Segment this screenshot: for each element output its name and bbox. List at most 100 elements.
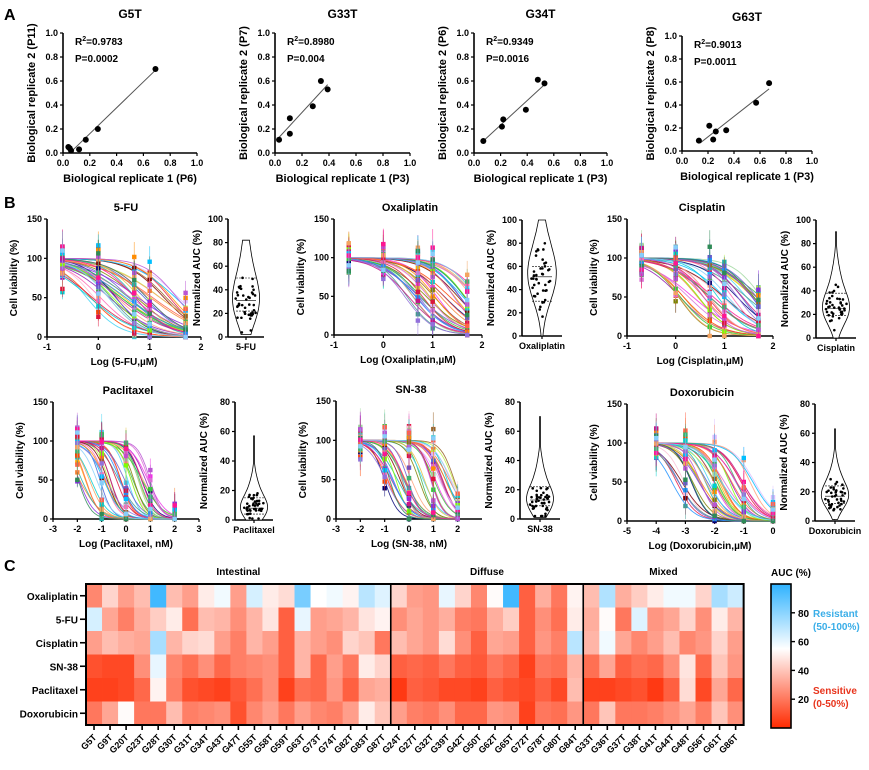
violin-point	[831, 303, 834, 307]
y-tick-label: 80	[800, 399, 810, 409]
heatmap-cell	[615, 654, 632, 679]
data-point	[498, 123, 505, 130]
y-tick-label: 100	[607, 253, 622, 263]
heatmap-cell	[230, 654, 247, 679]
chart-title: Oxaliplatin	[382, 202, 439, 214]
data-marker	[358, 444, 363, 449]
x-tick-label: 0.2	[494, 158, 507, 168]
x-tick-label: 0.8	[377, 158, 390, 168]
x-tick-label: 1.0	[191, 158, 204, 168]
y-tick-label: 0.2	[664, 123, 677, 133]
data-marker	[455, 505, 460, 510]
r-value: =0.8980	[298, 37, 335, 48]
data-marker	[722, 313, 727, 319]
heatmap-cell	[310, 654, 327, 679]
data-point	[286, 115, 293, 122]
data-points	[654, 412, 776, 524]
violin-point	[837, 501, 840, 505]
y-tick-label: 20	[800, 487, 810, 497]
violin-point	[252, 288, 255, 292]
x-tick-label: 0.4	[323, 158, 336, 168]
heatmap-cell	[262, 584, 279, 608]
fit-curve	[641, 260, 759, 328]
violin-point	[829, 477, 832, 481]
y-tick-label: 20	[507, 308, 517, 318]
dose-response-paclitaxel: Paclitaxel -3 -2 -1 0 1 2 3 0 50 100 150 Log (Paclit…	[15, 385, 202, 550]
data-marker	[346, 263, 351, 268]
violin-point	[254, 311, 257, 315]
y-tick-label: 0	[805, 516, 810, 526]
data-marker	[381, 276, 386, 282]
x-axis-label: Biological replicate 1 (P3)	[474, 173, 608, 185]
data-marker	[60, 248, 65, 253]
fit-curve	[348, 257, 468, 332]
violin-point	[240, 316, 243, 320]
violin-point	[251, 517, 254, 520]
y-tick-label: 100	[796, 215, 811, 225]
violin-point	[832, 289, 836, 293]
y-tick-label: 0.8	[664, 54, 677, 64]
violin-point	[248, 512, 252, 515]
heatmap-cell	[454, 607, 472, 632]
data-marker	[123, 511, 129, 517]
x-tick-label: 2	[455, 524, 460, 534]
violin-point	[830, 503, 834, 506]
y-tick-label: 100	[502, 215, 517, 225]
chart-title: Doxorubicin	[670, 387, 734, 399]
heatmap-cell	[631, 607, 648, 632]
x-tick-label: 2	[770, 341, 775, 351]
heatmap-border	[85, 583, 745, 726]
violin-point	[827, 313, 831, 317]
heatmap-cell	[118, 701, 135, 726]
data-marker	[96, 275, 101, 280]
heatmap-cell	[326, 701, 344, 726]
y-tick-label: 0	[806, 333, 811, 343]
heatmap-cell	[102, 631, 119, 655]
y-axis-label: Normalized AUC (%)	[192, 230, 203, 326]
violin-point	[531, 286, 534, 290]
heatmap-cell	[567, 701, 584, 726]
heatmap-cell	[230, 678, 247, 702]
violin-point	[830, 294, 834, 298]
data-marker	[465, 323, 470, 329]
violin-point	[262, 501, 265, 505]
heatmap-cell	[310, 607, 327, 632]
heatmap-cell	[262, 654, 279, 679]
heatmap-cell	[134, 678, 151, 702]
y-tick-label: 1.0	[257, 28, 270, 38]
y-tick-label: 1.0	[664, 31, 677, 41]
heatmap-cell	[118, 584, 135, 608]
violin-point	[530, 277, 533, 280]
heatmap-cell	[583, 701, 600, 726]
heatmap-cell	[326, 678, 344, 702]
heatmap-cell	[647, 607, 664, 632]
heatmap-cell	[278, 654, 295, 679]
heatmap-cell	[615, 678, 632, 702]
violin-point	[542, 248, 545, 251]
heatmap-cell	[567, 607, 584, 632]
column-label: G5T	[79, 732, 99, 752]
y-axis-label: Biological replicate 2 (P8)	[645, 26, 657, 160]
x-axis-label: Log (5-FU,µM)	[91, 357, 158, 368]
violin-point	[839, 310, 843, 314]
y-tick-label: 0	[37, 332, 42, 342]
r-label: R	[486, 37, 494, 48]
heatmap-cell	[679, 584, 696, 608]
heatmap-cell	[102, 701, 119, 726]
y-tick-label: 0.6	[45, 76, 58, 86]
heatmap-cell	[374, 678, 392, 702]
y-tick-label: 80	[505, 397, 515, 407]
resistant-label: Resistant	[813, 609, 859, 620]
x-tick-label: -3	[681, 526, 689, 536]
fit-curve	[62, 261, 186, 336]
heatmap-cell	[310, 701, 327, 726]
x-tick-label: -1	[381, 524, 389, 534]
heatmap-cell	[438, 584, 456, 608]
data-marker	[465, 312, 470, 318]
data-marker	[756, 297, 761, 302]
y-tick-label: 0.6	[456, 76, 469, 86]
colorbar-tick-label: 40	[798, 666, 810, 677]
violin-point	[830, 495, 834, 498]
data-marker	[406, 491, 412, 496]
